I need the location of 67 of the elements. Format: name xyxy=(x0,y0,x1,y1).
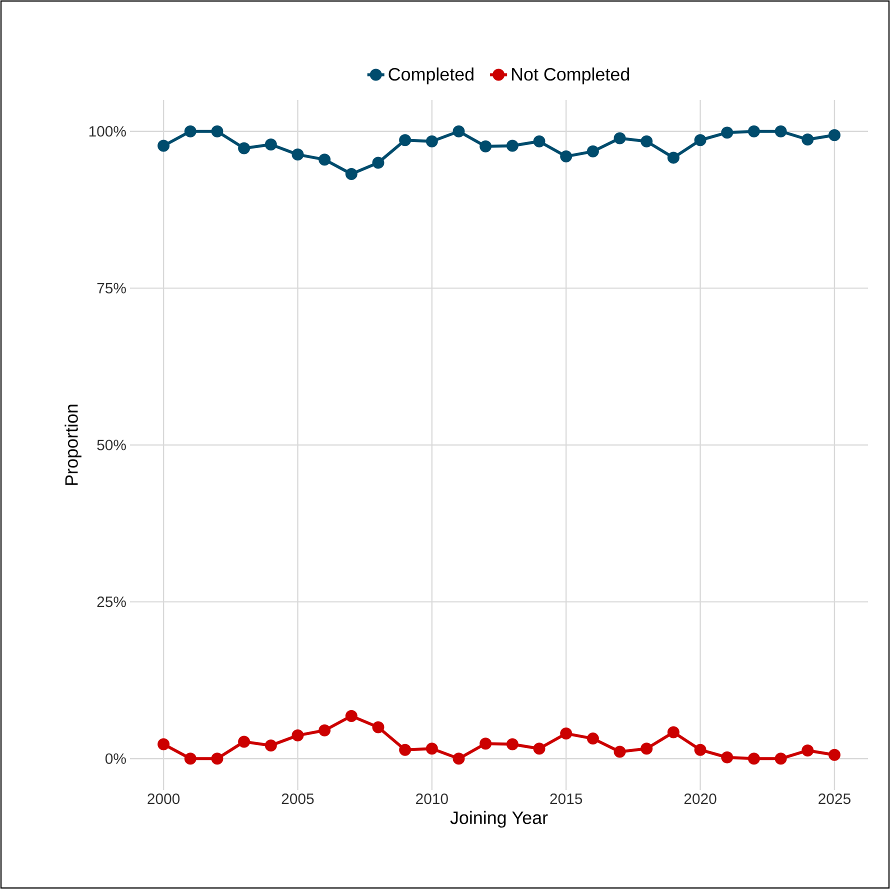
point xyxy=(480,738,492,750)
point xyxy=(560,728,572,740)
point xyxy=(426,742,438,755)
legend-label: Not Completed xyxy=(512,68,629,84)
point xyxy=(667,726,680,738)
point xyxy=(264,138,277,151)
point xyxy=(372,156,384,169)
point xyxy=(721,126,734,139)
point xyxy=(640,135,653,148)
point xyxy=(694,134,706,146)
point xyxy=(802,134,814,146)
point xyxy=(158,140,170,152)
point xyxy=(345,710,358,722)
x-axis-title: Joining Year xyxy=(450,810,548,828)
point xyxy=(614,746,626,758)
point xyxy=(318,154,331,166)
point xyxy=(533,742,546,755)
x-tick-label: 2000 xyxy=(148,794,180,804)
point xyxy=(480,140,492,152)
point xyxy=(774,752,787,765)
point xyxy=(372,721,384,734)
point xyxy=(238,736,250,748)
point xyxy=(586,732,599,745)
point xyxy=(560,150,572,162)
y-tick-label: 25% xyxy=(97,596,126,608)
y-tick-label: 50% xyxy=(97,440,126,450)
point xyxy=(774,125,787,138)
y-tick-label: 0% xyxy=(105,753,126,764)
point xyxy=(533,135,546,148)
point xyxy=(452,752,465,765)
point xyxy=(506,738,518,750)
point xyxy=(748,125,760,138)
point xyxy=(614,132,626,144)
point xyxy=(158,738,170,750)
y-tick-label: 100% xyxy=(89,126,126,137)
x-tick-label: 2020 xyxy=(684,794,716,804)
x-tick-label: 2015 xyxy=(550,794,582,804)
point xyxy=(828,748,840,761)
point xyxy=(211,752,224,765)
x-tick-label: 2025 xyxy=(818,794,850,804)
point xyxy=(399,744,412,756)
x-tick-label: 2010 xyxy=(416,794,448,804)
y-axis-title: Proportion xyxy=(64,404,82,485)
point xyxy=(667,152,680,164)
point xyxy=(694,744,706,756)
point xyxy=(292,148,304,161)
point xyxy=(318,724,331,736)
point xyxy=(452,125,465,138)
point xyxy=(345,168,358,180)
point xyxy=(238,142,250,154)
point xyxy=(506,140,518,152)
point xyxy=(828,129,840,142)
point xyxy=(184,752,196,765)
point xyxy=(184,125,196,138)
point xyxy=(426,135,438,148)
point xyxy=(586,145,599,158)
point xyxy=(264,739,277,752)
point xyxy=(211,125,224,138)
point xyxy=(292,729,304,742)
point xyxy=(802,744,814,756)
x-tick-label: 2005 xyxy=(282,794,314,804)
point xyxy=(399,134,412,146)
point xyxy=(640,742,653,755)
point xyxy=(721,751,734,764)
legend-label: Completed xyxy=(388,68,474,84)
y-tick-label: 75% xyxy=(97,282,126,294)
point xyxy=(748,752,760,765)
